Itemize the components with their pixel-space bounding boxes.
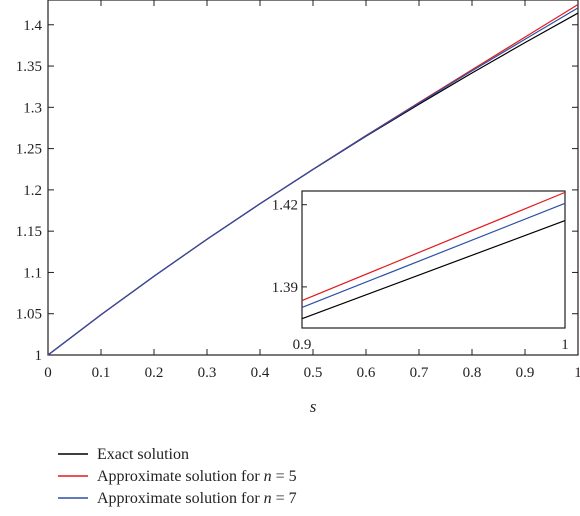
inset-y-tick-label: 1.39 xyxy=(272,280,298,296)
inset-y-ticks: 1.39 1.42 xyxy=(272,198,307,296)
x-tick-label: 0.4 xyxy=(251,365,270,381)
inset-x-ticks: 0.9 1 xyxy=(293,323,569,353)
inset-x-tick-label: 0.9 xyxy=(293,337,312,353)
x-tick-label: 0.7 xyxy=(410,365,429,381)
legend-equals: = xyxy=(272,468,289,485)
x-tick-label: 0.2 xyxy=(145,365,164,381)
x-tick-label: 0.6 xyxy=(357,365,376,381)
inset-series-line-2 xyxy=(301,191,566,302)
inset-y-tick-label: 1.42 xyxy=(272,198,298,214)
x-tick-label: 0.9 xyxy=(516,365,535,381)
legend-equals: = xyxy=(272,490,289,507)
y-tick-label: 1.1 xyxy=(23,265,42,281)
x-tick-label: 0.5 xyxy=(304,365,323,381)
y-tick-label: 1.2 xyxy=(23,183,42,199)
x-tick-label: 0 xyxy=(44,365,52,381)
x-tick-label: 0.8 xyxy=(463,365,482,381)
legend-n-symbol: n xyxy=(264,490,272,507)
y-tick-label: 1.35 xyxy=(16,59,42,75)
legend-label: Exact solution xyxy=(97,446,189,463)
inset-series-lines xyxy=(301,191,566,320)
y-tick-label: 1.05 xyxy=(16,307,42,323)
y-tick-label: 1 xyxy=(35,348,43,364)
legend-label-text: Approximate solution for xyxy=(97,490,264,507)
x-axis-ticks: 0 0.1 0.2 0.3 0.4 0.5 0.6 0.7 0.8 0.9 1 xyxy=(44,0,580,381)
y-tick-label: 1.3 xyxy=(23,100,42,116)
legend: Exact solution Approximate solution for n… xyxy=(58,446,297,507)
main-series-lines xyxy=(47,4,579,356)
x-axis-label: s xyxy=(310,397,317,416)
inset-background xyxy=(301,190,566,329)
legend-label-text: Approximate solution for xyxy=(97,468,264,485)
y-tick-label: 1.15 xyxy=(16,224,42,240)
legend-label-text: Exact solution xyxy=(97,446,189,463)
y-tick-label: 1.4 xyxy=(23,18,42,34)
series-line-3 xyxy=(47,7,579,356)
x-tick-label: 1 xyxy=(574,365,580,381)
y-tick-label: 1.25 xyxy=(16,142,42,158)
y-axis-ticks: 1 1.05 1.1 1.15 1.2 1.25 1.3 1.35 1.4 xyxy=(16,18,578,364)
legend-label: Approximate solution for n = 7 xyxy=(97,490,297,507)
x-tick-label: 0.1 xyxy=(92,365,111,381)
inset-x-tick-label: 1 xyxy=(561,337,569,353)
inset-series-line-3 xyxy=(301,202,566,309)
legend-n-value: 7 xyxy=(289,490,297,507)
legend-n-symbol: n xyxy=(264,468,272,485)
inset-series-line-1 xyxy=(301,220,566,320)
inset-plot: 0.9 1 1.391.42 xyxy=(272,190,569,353)
x-tick-label: 0.3 xyxy=(198,365,217,381)
legend-label: Approximate solution for n = 5 xyxy=(97,468,297,485)
legend-n-value: 5 xyxy=(289,468,297,485)
